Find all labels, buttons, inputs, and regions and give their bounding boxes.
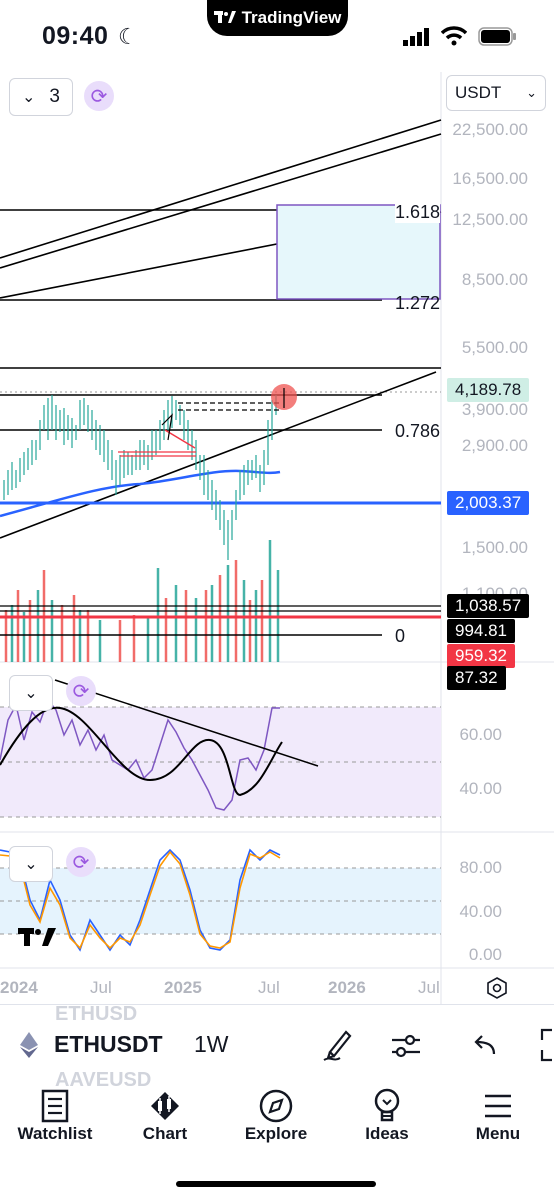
layout-selector[interactable]: ⌄ 3	[9, 78, 73, 116]
nav-ideas[interactable]: Ideas	[332, 1088, 442, 1144]
chevron-down-icon: ⌄	[526, 85, 537, 100]
rsi-collapse-button[interactable]: ⌄	[9, 675, 53, 711]
currency-label: USDT	[455, 83, 502, 102]
indicators-icon[interactable]	[390, 1032, 422, 1060]
fib-label: 1.272	[395, 293, 441, 313]
ghost-symbol: ETHUSD	[55, 1003, 138, 1025]
symbol-button[interactable]: ETHUSDT	[54, 1031, 163, 1057]
fib-label: 0.786	[395, 421, 441, 442]
price-tag-level: 959.32	[447, 644, 515, 668]
battery-icon	[478, 27, 516, 46]
sync-icon[interactable]: ⟳	[84, 81, 114, 111]
currency-selector[interactable]: USDT ⌄	[446, 75, 546, 111]
compass-icon	[259, 1089, 293, 1123]
interval-button[interactable]: 1W	[194, 1031, 229, 1057]
price-axis-label: 1,500.00	[461, 538, 528, 557]
chart-canvas[interactable]	[0, 72, 554, 1004]
price-tag-level: 1,038.57	[447, 594, 530, 618]
price-tag-level: 2,003.37	[447, 491, 530, 515]
sync-icon[interactable]: ⟳	[66, 676, 96, 706]
undo-icon[interactable]	[472, 1034, 498, 1058]
chevron-down-icon: ⌄	[22, 89, 36, 106]
lightbulb-icon	[374, 1088, 400, 1122]
fib-label: 1.618	[395, 202, 441, 223]
pill-label: TradingView	[241, 8, 342, 27]
nav-watchlist[interactable]: Watchlist	[0, 1088, 110, 1144]
stoch-axis-label: 0.00	[468, 945, 502, 964]
nav-explore[interactable]: Explore	[221, 1088, 331, 1144]
chevron-down-icon: ⌄	[24, 685, 38, 702]
price-axis-label: 2,900.00	[461, 436, 528, 455]
price-axis-label: 22,500.00	[452, 120, 528, 139]
nav-menu[interactable]: Menu	[443, 1088, 553, 1144]
stoch-axis-label: 40.00	[459, 902, 502, 921]
nav-chart[interactable]: Chart	[110, 1088, 220, 1144]
chart-area[interactable]: ⌄ 3 ⟳ USDT ⌄ 22,500.00 16,500.00 12,500.…	[0, 72, 554, 1004]
nav-label: Watchlist	[17, 1124, 93, 1143]
chart-icon	[151, 1092, 179, 1120]
ghost-symbol: AAVEUSD	[55, 1069, 152, 1091]
fib-label: 0	[395, 626, 406, 646]
rsi-axis-label: 60.00	[459, 725, 502, 744]
signal-icon	[403, 28, 429, 46]
time-axis-label: Jul	[258, 978, 280, 997]
tradingview-logo-icon	[213, 11, 236, 23]
price-axis-label: 16,500.00	[452, 169, 528, 188]
time-axis-label: Jul	[90, 978, 112, 997]
time-axis-label: 2024	[0, 978, 38, 997]
layout-count: 3	[49, 86, 60, 107]
nav-label: Ideas	[365, 1124, 409, 1143]
fullscreen-icon[interactable]	[536, 1028, 554, 1062]
wifi-icon	[441, 26, 467, 46]
candlestick-series	[3, 395, 277, 560]
stoch-collapse-button[interactable]: ⌄	[9, 846, 53, 882]
status-time: 09:40	[42, 22, 109, 50]
price-axis-label: 3,900.00	[461, 400, 528, 419]
chevron-down-icon: ⌄	[24, 856, 38, 873]
pen-icon[interactable]	[322, 1028, 354, 1062]
rsi-axis-label: 40.00	[459, 779, 502, 798]
price-tag-rsi: 87.32	[447, 666, 506, 690]
price-axis-label: 5,500.00	[461, 338, 528, 357]
settings-hex-icon[interactable]	[485, 976, 509, 1000]
home-indicator	[176, 1181, 376, 1187]
price-tag-current: 4,189.78	[447, 378, 530, 402]
price-axis-label: 12,500.00	[452, 210, 528, 229]
tv-watermark-icon	[18, 928, 56, 946]
moon-icon: ☾	[118, 24, 138, 49]
menu-icon	[485, 1094, 511, 1118]
ethereum-icon	[20, 1032, 38, 1058]
time-axis-label: 2025	[164, 978, 202, 997]
tradingview-pill: TradingView	[207, 0, 348, 36]
time-axis-label: 2026	[328, 978, 366, 997]
watchlist-icon	[41, 1089, 69, 1123]
status-bar: 09:40 ☾ TradingView	[0, 0, 554, 72]
stoch-axis-label: 80.00	[459, 858, 502, 877]
nav-label: Chart	[142, 1124, 188, 1143]
price-tag-level: 994.81	[447, 619, 515, 643]
nav-label: Menu	[475, 1124, 521, 1143]
price-axis-label: 8,500.00	[461, 270, 528, 289]
nav-label: Explore	[244, 1124, 308, 1143]
sync-icon[interactable]: ⟳	[66, 847, 96, 877]
time-axis-label: Jul	[418, 978, 440, 997]
